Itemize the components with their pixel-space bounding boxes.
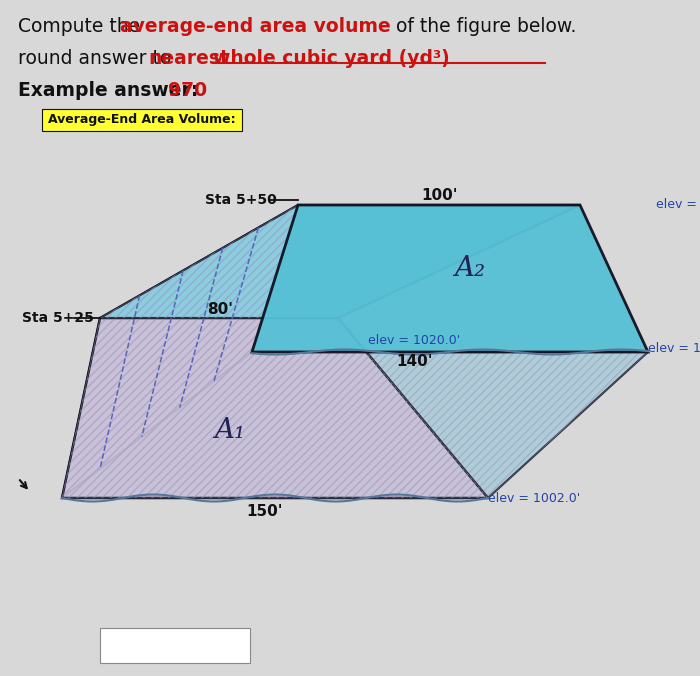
Text: elev = 1020.0': elev = 1020.0'	[368, 333, 461, 347]
Text: Sta 5+25: Sta 5+25	[22, 311, 94, 325]
Text: elev = 1018.0': elev = 1018.0'	[656, 199, 700, 212]
Bar	[100, 628, 250, 663]
Text: elev = 1002.0': elev = 1002.0'	[488, 491, 580, 504]
Polygon shape	[62, 205, 298, 498]
Text: Example answer:: Example answer:	[18, 80, 205, 99]
Text: of the figure below.: of the figure below.	[390, 16, 576, 36]
Text: 80': 80'	[207, 302, 233, 318]
Text: 100': 100'	[421, 189, 458, 203]
Text: 970: 970	[168, 80, 207, 99]
Polygon shape	[62, 352, 648, 498]
Text: average-end area volume: average-end area volume	[120, 16, 391, 36]
Text: Average-End Area Volume:: Average-End Area Volume:	[48, 114, 236, 126]
Text: whole cubic yard (yd³): whole cubic yard (yd³)	[213, 49, 449, 68]
Text: 150': 150'	[246, 504, 284, 519]
Text: 140': 140'	[397, 354, 433, 370]
Text: Sta 5+50: Sta 5+50	[205, 193, 276, 207]
Text: round answer to: round answer to	[18, 49, 177, 68]
Text: A₁: A₁	[214, 416, 246, 443]
Text: A₂: A₂	[454, 254, 486, 281]
Text: elev = 10: elev = 10	[648, 341, 700, 354]
FancyBboxPatch shape	[42, 109, 242, 131]
Text: nearest: nearest	[148, 49, 229, 68]
Polygon shape	[100, 205, 580, 318]
Polygon shape	[62, 318, 488, 498]
Text: Compute the: Compute the	[18, 16, 146, 36]
Polygon shape	[252, 205, 648, 352]
